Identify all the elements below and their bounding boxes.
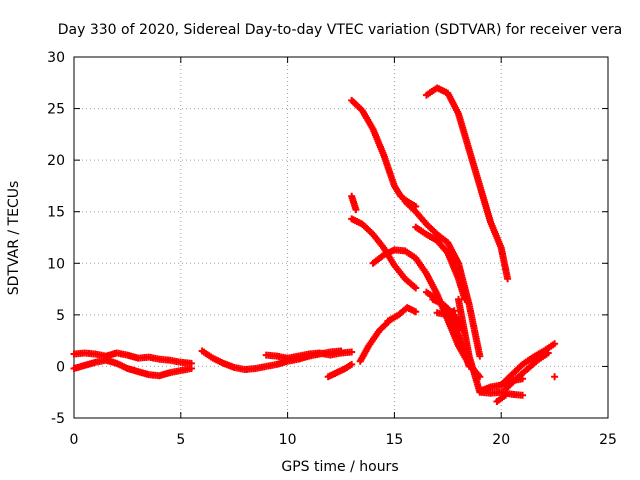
series-arc9 bbox=[356, 318, 392, 365]
data-point bbox=[476, 352, 484, 360]
series-arc13 bbox=[412, 223, 469, 303]
series-arc11 bbox=[384, 304, 420, 325]
x-tick-label: 20 bbox=[492, 432, 510, 448]
data-point bbox=[519, 391, 527, 399]
data-point bbox=[551, 340, 559, 348]
data-point bbox=[461, 295, 469, 303]
data-point bbox=[450, 307, 458, 315]
y-tick-label: 5 bbox=[56, 308, 65, 324]
x-axis-label: GPS time / hours bbox=[281, 459, 398, 475]
y-axis-label: SDTVAR / TECUs bbox=[6, 181, 22, 296]
data-point bbox=[348, 360, 356, 368]
data-point bbox=[501, 391, 509, 399]
data-point bbox=[551, 373, 559, 381]
data-point bbox=[412, 308, 420, 316]
series-arc22 bbox=[493, 391, 509, 405]
data-point bbox=[412, 284, 420, 292]
y-tick-label: 15 bbox=[47, 205, 65, 221]
y-tick-label: 20 bbox=[47, 153, 65, 169]
data-point bbox=[504, 275, 512, 283]
x-tick-label: 10 bbox=[279, 432, 297, 448]
x-tick-label: 25 bbox=[599, 432, 617, 448]
data-point bbox=[544, 349, 552, 357]
x-tick-label: 0 bbox=[70, 432, 79, 448]
chart-title: Day 330 of 2020, Sidereal Day-to-day VTE… bbox=[58, 22, 622, 38]
series-arc17 bbox=[422, 84, 512, 283]
series-arc20 bbox=[497, 340, 559, 389]
y-tick-label: 0 bbox=[56, 359, 65, 375]
data-point bbox=[187, 364, 195, 372]
series-arc4 bbox=[262, 348, 356, 362]
data-points bbox=[70, 84, 559, 405]
series-arc7 bbox=[348, 192, 360, 214]
data-point bbox=[348, 348, 356, 356]
plot-frame bbox=[73, 56, 609, 419]
x-tick-label: 15 bbox=[385, 432, 403, 448]
series-arc21 bbox=[501, 349, 552, 393]
y-tick-label: 25 bbox=[47, 102, 65, 118]
series-arc12 bbox=[401, 197, 484, 360]
data-point bbox=[352, 206, 360, 214]
x-tick-label: 5 bbox=[176, 432, 185, 448]
series-arc5 bbox=[324, 360, 356, 381]
series-arc23 bbox=[551, 373, 559, 381]
y-tick-label: -5 bbox=[51, 411, 65, 427]
series-arc2 bbox=[70, 356, 195, 380]
axis-ticks: 0 5 10 15 20 25 -5 0 5 10 15 20 25 30 bbox=[47, 50, 617, 448]
series-arc1 bbox=[70, 349, 195, 367]
series-arc16 bbox=[433, 307, 458, 319]
y-tick-label: 30 bbox=[47, 50, 65, 66]
y-tick-label: 10 bbox=[47, 256, 65, 272]
